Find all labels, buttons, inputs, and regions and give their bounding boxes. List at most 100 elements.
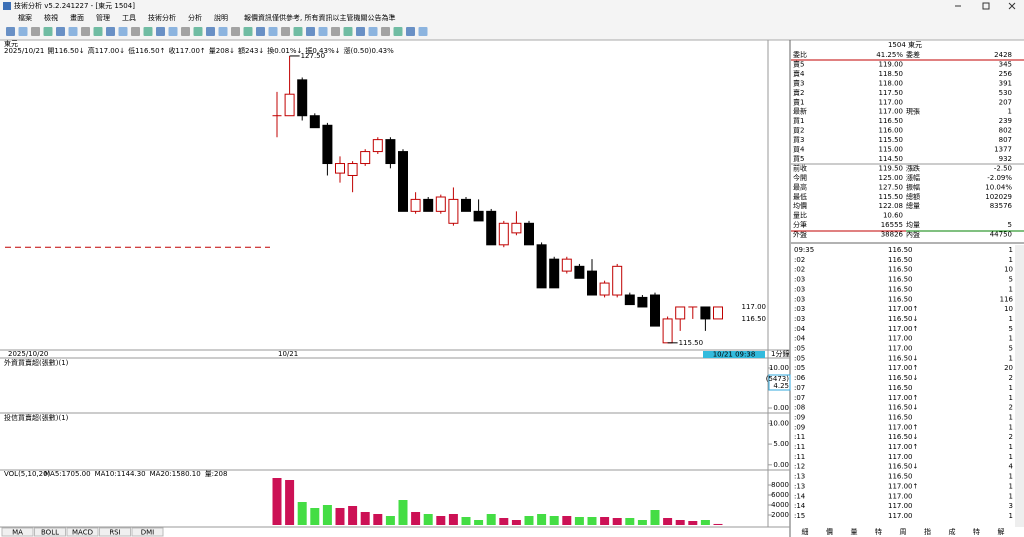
panel-tab[interactable]: 周	[900, 528, 907, 536]
toolbar-button[interactable]	[143, 27, 153, 36]
toolbar-button[interactable]	[418, 27, 428, 36]
indicator-tab[interactable]	[1, 527, 34, 537]
toolbar-button[interactable]	[218, 27, 228, 36]
tick-price: 117.00↑	[888, 394, 918, 402]
volume-legend: MA5:1705.00	[44, 470, 91, 478]
y-tick-label: 10.00	[769, 364, 789, 372]
toolbar-button[interactable]	[356, 27, 365, 36]
toolbar-button[interactable]	[81, 27, 90, 36]
info-item: 高117.00↓	[88, 46, 125, 55]
indicator-tab-label[interactable]: MACD	[72, 529, 93, 537]
tick-time: :07	[794, 384, 805, 392]
menu-item[interactable]: 畫面	[70, 13, 84, 22]
candle-body	[309, 115, 320, 129]
tick-price: 117.00	[888, 492, 913, 500]
close-button[interactable]	[1008, 2, 1016, 10]
menu-item[interactable]: 管理	[96, 13, 110, 22]
quote-value: 207	[999, 98, 1012, 106]
toolbar-button[interactable]	[343, 27, 353, 36]
quote-label: 均量	[906, 220, 920, 229]
toolbar-button[interactable]	[118, 27, 128, 36]
toolbar-button[interactable]	[56, 27, 65, 36]
toolbar-button[interactable]	[156, 27, 165, 36]
menu-item[interactable]: 說明	[214, 13, 228, 22]
y-tick-label: 0.00	[773, 461, 789, 469]
candle-body	[498, 222, 509, 246]
toolbar-button[interactable]	[293, 27, 303, 36]
toolbar-button[interactable]	[168, 27, 178, 36]
volume-bar	[474, 520, 484, 525]
menu-item[interactable]: 分析	[188, 13, 202, 22]
quote-label: 最新	[793, 107, 807, 116]
candle-body	[536, 244, 547, 289]
panel-tab[interactable]: 特	[875, 527, 882, 536]
volume-bar	[461, 517, 471, 525]
panel-tab[interactable]: 指	[924, 527, 931, 536]
menu-item[interactable]: 檢視	[44, 13, 58, 22]
scrollbar[interactable]	[1015, 245, 1024, 527]
toolbar-button[interactable]	[31, 27, 40, 36]
toolbar-button[interactable]	[93, 27, 103, 36]
quote-label: 量比	[793, 211, 807, 220]
candle-body	[360, 151, 371, 165]
tick-price: 117.00↑	[888, 305, 918, 313]
quote-header: 1504 東元	[888, 40, 922, 49]
toolbar-button[interactable]	[6, 27, 15, 36]
menu-item[interactable]: 檔案	[18, 13, 32, 22]
indicator-tab-label[interactable]: BOLL	[41, 529, 59, 537]
candle-body	[435, 196, 446, 212]
panel-tab[interactable]: 特	[973, 527, 980, 536]
toolbar-button[interactable]	[331, 27, 340, 36]
date-label: 10/21	[278, 350, 298, 358]
panel-tab[interactable]: 細	[802, 527, 809, 536]
toolbar-button[interactable]	[318, 27, 328, 36]
toolbar-button[interactable]	[243, 27, 253, 36]
tick-volume: 5	[1009, 345, 1013, 353]
indicator-tab[interactable]	[34, 527, 66, 537]
indicator-tab[interactable]	[131, 527, 164, 537]
toolbar-button[interactable]	[393, 27, 403, 36]
indicator-tab[interactable]	[66, 527, 99, 537]
quote-label: 內盤	[906, 230, 920, 239]
toolbar-button[interactable]	[281, 27, 290, 36]
volume-legend: 量:208	[205, 470, 228, 478]
panel-tab[interactable]: 量	[851, 528, 858, 536]
candle-body	[524, 222, 534, 246]
indicator-tab-label[interactable]: DMI	[141, 529, 155, 537]
tick-time: :11	[794, 433, 805, 441]
panel-tab[interactable]: 價	[826, 527, 833, 536]
menu-item[interactable]: 技術分析	[148, 13, 176, 22]
volume-bar	[423, 514, 433, 525]
volume-bar	[348, 506, 358, 525]
toolbar-button[interactable]	[268, 27, 278, 36]
panel-tab[interactable]: 成	[949, 527, 956, 536]
indicator-tab-label[interactable]: RSI	[109, 529, 120, 537]
toolbar-button[interactable]	[256, 27, 265, 36]
info-item: 2025/10/21	[4, 47, 44, 55]
toolbar-button[interactable]	[368, 27, 378, 36]
toolbar-button[interactable]	[106, 27, 115, 36]
cursor-label: 10/21 09:38	[713, 351, 756, 359]
toolbar-button[interactable]	[206, 27, 215, 36]
maximize-button[interactable]	[982, 2, 990, 10]
toolbar-button[interactable]	[43, 27, 53, 36]
toolbar-button[interactable]	[381, 27, 390, 36]
tick-price: 116.50	[888, 413, 913, 421]
tick-time: :09	[794, 413, 805, 421]
toolbar-button[interactable]	[68, 27, 78, 36]
annotation-label: 127.50	[301, 52, 326, 60]
annotation-label: 115.50	[679, 339, 704, 347]
candle-body	[675, 306, 686, 320]
panel-tab[interactable]: 解	[998, 527, 1005, 536]
toolbar-button[interactable]	[406, 27, 415, 36]
toolbar-button[interactable]	[231, 27, 240, 36]
toolbar-button[interactable]	[306, 27, 315, 36]
toolbar-button[interactable]	[181, 27, 190, 36]
menu-item[interactable]: 工具	[122, 14, 136, 22]
indicator-tab[interactable]	[99, 527, 131, 537]
toolbar-button[interactable]	[18, 27, 28, 36]
y-tick-label: 6000	[771, 491, 789, 499]
indicator-tab-label[interactable]: MA	[12, 529, 23, 537]
toolbar-button[interactable]	[131, 27, 140, 36]
toolbar-button[interactable]	[193, 27, 203, 36]
